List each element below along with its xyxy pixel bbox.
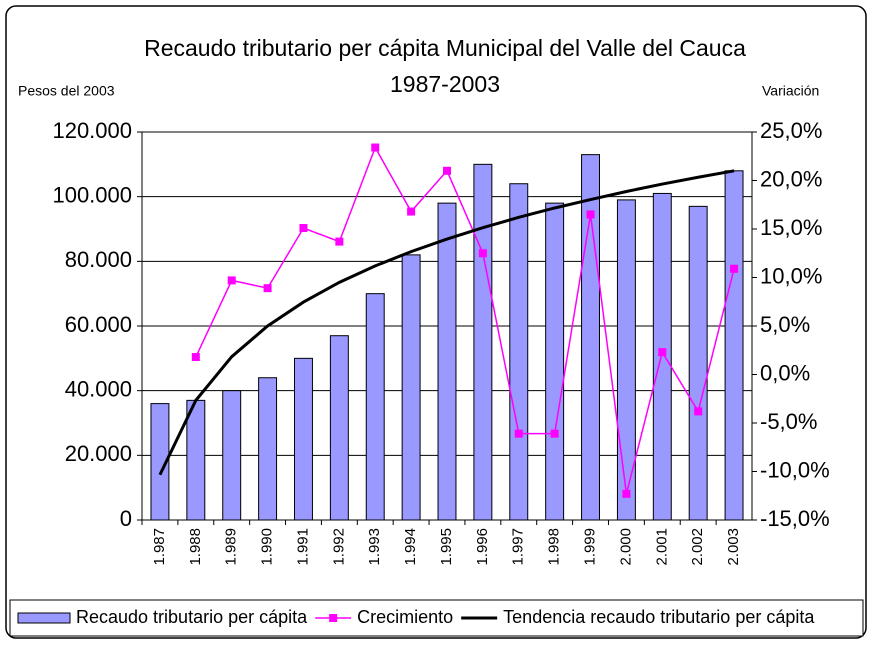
bar	[616, 199, 636, 521]
x-tick-label: 1.989	[223, 528, 240, 566]
x-tick-label: 2.001	[653, 528, 670, 566]
x-tick-label: 1.997	[510, 528, 527, 566]
bar	[509, 183, 529, 521]
y2-tick-label: 15,0%	[760, 215, 822, 240]
x-tick-label: 1.990	[259, 528, 276, 566]
bar	[652, 192, 672, 521]
y2-tick-label: 25,0%	[760, 118, 822, 143]
trend-line	[158, 169, 735, 476]
legend-marker	[329, 614, 338, 622]
x-tick-label: 2.000	[617, 528, 634, 566]
growth-marker	[478, 249, 487, 258]
growth-marker	[586, 210, 595, 219]
growth-marker	[191, 353, 200, 362]
growth-marker	[443, 166, 451, 175]
growth-marker	[658, 348, 667, 357]
legend-box	[9, 599, 864, 637]
y2-tick-label: 5,0%	[760, 312, 810, 337]
chart-subtitle: 1987-2003	[390, 71, 500, 97]
bar	[545, 202, 565, 521]
x-tick-label: 1.988	[187, 528, 204, 566]
growth-marker	[407, 207, 416, 216]
growth-line	[195, 145, 735, 494]
y-tick-label: 20.000	[65, 441, 132, 466]
x-tick-label: 2.002	[689, 528, 706, 566]
growth-marker	[299, 224, 308, 233]
legend-label: Recaudo tributario per cápita	[76, 607, 308, 627]
bar	[365, 293, 385, 521]
x-tick-label: 1.995	[438, 528, 455, 566]
y2-tick-label: -5,0%	[760, 409, 817, 434]
x-tick-label: 1.998	[546, 528, 563, 566]
bar	[437, 202, 457, 521]
y-tick-label: 120.000	[52, 118, 132, 143]
growth-marker	[622, 489, 631, 498]
x-tick-label: 2.003	[725, 528, 742, 566]
growth-marker	[335, 237, 344, 246]
y2-tick-label: 0,0%	[760, 360, 810, 385]
chart-frame	[5, 5, 867, 639]
y2-tick-label: -10,0%	[760, 457, 830, 482]
growth-marker	[227, 276, 236, 285]
x-tick-label: 1.994	[402, 528, 419, 566]
legend-label: Tendencia recaudo tributario per cápita	[503, 607, 815, 627]
bar	[258, 377, 278, 521]
bar	[401, 254, 421, 521]
y2-tick-label: 10,0%	[760, 263, 822, 288]
legend-swatch	[17, 612, 71, 624]
chart-title: Recaudo tributario per cápita Municipal …	[144, 35, 746, 61]
bar	[186, 399, 206, 521]
x-tick-label: 1.996	[474, 528, 491, 566]
y2-tick-label: 20,0%	[760, 166, 822, 191]
bar	[688, 205, 708, 521]
bar	[294, 357, 313, 521]
growth-marker	[514, 429, 523, 438]
bar	[724, 170, 744, 521]
bar	[150, 403, 170, 521]
x-tick-label: 1.993	[366, 528, 383, 566]
bar	[329, 335, 349, 521]
legend-label: Crecimiento	[357, 607, 453, 627]
growth-marker	[263, 284, 272, 293]
bar	[222, 390, 242, 521]
y-tick-label: 100.000	[52, 182, 132, 207]
bar	[473, 163, 493, 521]
x-tick-label: 1.992	[330, 528, 347, 566]
y-tick-label: 60.000	[65, 312, 132, 337]
x-tick-label: 1.987	[151, 528, 168, 566]
y-axis-label: Pesos del 2003	[18, 83, 115, 99]
x-tick-label: 1.991	[294, 528, 311, 566]
y-tick-label: 0	[120, 506, 132, 531]
bar	[581, 154, 601, 521]
growth-marker	[694, 407, 703, 416]
y-tick-label: 40.000	[65, 376, 132, 401]
growth-marker	[730, 264, 739, 273]
y2-tick-label: -15,0%	[760, 506, 830, 531]
x-tick-label: 1.999	[581, 528, 598, 566]
y-tick-label: 80.000	[65, 247, 132, 272]
y2-axis-label: Variación	[762, 83, 819, 99]
growth-marker	[371, 143, 380, 152]
growth-marker	[550, 429, 559, 438]
